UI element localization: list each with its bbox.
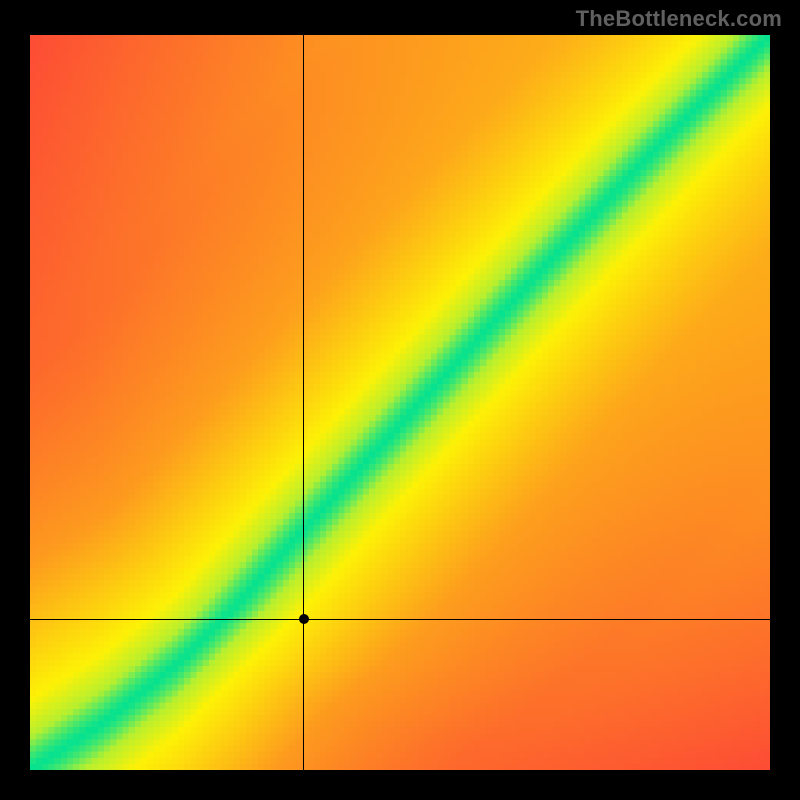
crosshair-vertical — [303, 35, 304, 770]
heatmap-plot — [30, 35, 770, 770]
crosshair-horizontal — [30, 619, 770, 620]
watermark-text: TheBottleneck.com — [576, 6, 782, 32]
heatmap-canvas — [30, 35, 770, 770]
chart-container: TheBottleneck.com — [0, 0, 800, 800]
